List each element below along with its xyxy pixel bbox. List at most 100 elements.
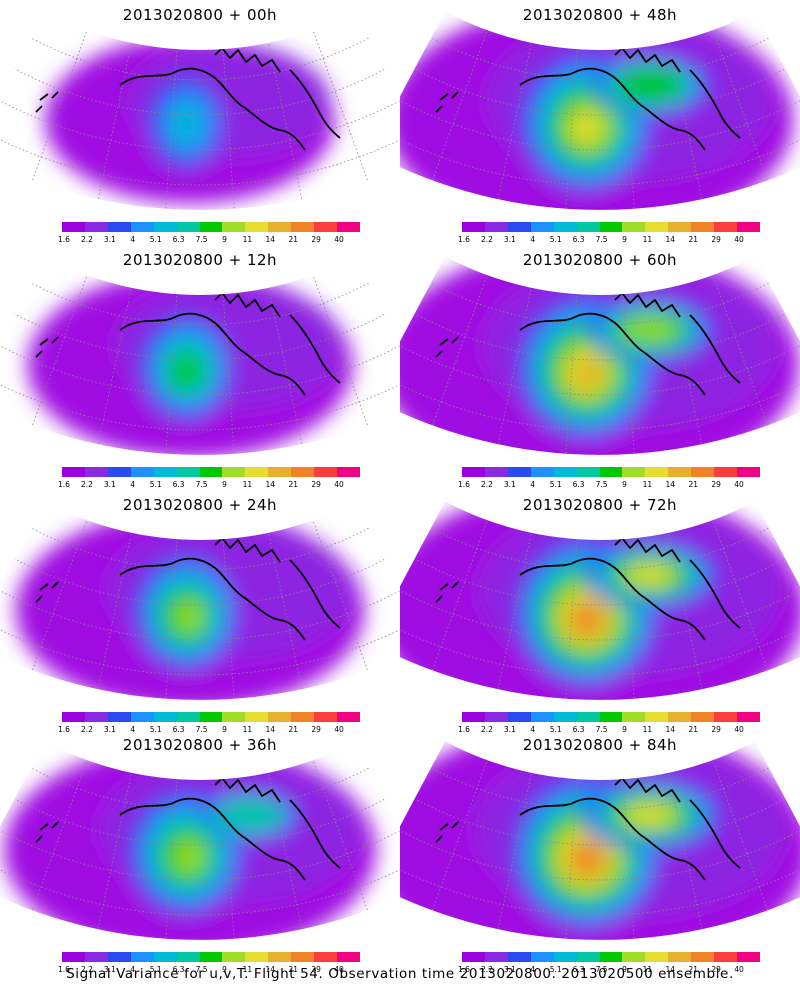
colorbar-tick-label: 7.5 xyxy=(595,480,608,489)
colorbar-segment xyxy=(737,712,760,722)
graticule xyxy=(400,265,800,455)
colorbar-tick-label: 29 xyxy=(311,235,321,244)
colorbar-segment xyxy=(668,222,692,232)
variance-field xyxy=(400,741,800,940)
graticule xyxy=(400,20,800,210)
figure-caption: Signal Variance for u,v,T. Flight 54. Ob… xyxy=(66,966,734,982)
map-plot xyxy=(0,11,400,210)
colorbar-segment xyxy=(314,712,338,722)
colorbar-segment xyxy=(176,952,200,962)
panel-title: 2013020800 + 60h xyxy=(522,251,678,269)
colorbar-labels: 1.6 2.2 3.1 4 5.1 6.3 7.5 9 11 14 21 29 40 xyxy=(458,480,760,490)
colorbar-segment xyxy=(714,952,738,962)
coastlines xyxy=(435,777,741,881)
colorbar-segment xyxy=(107,222,131,232)
colorbar-tick-label: 21 xyxy=(288,965,298,974)
colorbar-segment xyxy=(62,222,85,232)
colorbar-tick-label: 7.5 xyxy=(195,235,208,244)
colorbar-tick-label: 6.3 xyxy=(572,480,585,489)
colorbar-segment xyxy=(84,222,108,232)
colorbar-segment xyxy=(530,952,554,962)
colorbar-segment xyxy=(599,712,623,722)
colorbar-tick-label: 40 xyxy=(734,965,744,974)
graticule xyxy=(0,750,400,940)
colorbar-segment xyxy=(84,952,108,962)
colorbar-tick-label: 6.3 xyxy=(572,725,585,734)
colorbar xyxy=(462,712,760,722)
colorbar-segment xyxy=(553,467,577,477)
colorbar-segment xyxy=(337,952,360,962)
colorbar-segment xyxy=(691,712,715,722)
panel-title: 2013020800 + 24h xyxy=(122,496,278,514)
panel-title: 2013020800 + 72h xyxy=(522,496,678,514)
colorbar-segment xyxy=(484,712,508,722)
colorbar-segment xyxy=(462,467,485,477)
colorbar-tick-label: 3.1 xyxy=(103,480,116,489)
panel-title: 2013020800 + 12h xyxy=(122,251,278,269)
colorbar xyxy=(462,952,760,962)
colorbar-tick-label: 11 xyxy=(242,965,253,974)
colorbar-segment xyxy=(622,467,646,477)
graticule xyxy=(400,750,800,940)
colorbar-tick-label: 5.1 xyxy=(549,235,562,244)
coastlines xyxy=(35,292,341,396)
colorbar-tick-label: 9 xyxy=(222,965,227,974)
colorbar-labels: 1.6 2.2 3.1 4 5.1 6.3 7.5 9 11 14 21 29 40 xyxy=(58,235,360,245)
map-plot xyxy=(0,256,400,455)
colorbar-tick-label: 4 xyxy=(530,235,536,244)
map-plot xyxy=(400,501,800,700)
colorbar-segment xyxy=(714,467,738,477)
colorbar-segment xyxy=(291,222,315,232)
colorbar-tick-label: 3.1 xyxy=(503,235,516,244)
colorbar-labels: 1.6 2.2 3.1 4 5.1 6.3 7.5 9 11 14 21 29 40 xyxy=(458,965,760,975)
colorbar-segment xyxy=(153,712,177,722)
colorbar-tick-label: 2.2 xyxy=(80,725,93,734)
graticule xyxy=(0,20,400,210)
colorbar xyxy=(62,222,360,232)
colorbar-segment xyxy=(153,222,177,232)
colorbar-tick-label: 7.5 xyxy=(195,480,208,489)
colorbar-segment xyxy=(268,467,292,477)
colorbar-tick-label: 1.6 xyxy=(458,480,470,489)
colorbar-segment xyxy=(576,467,600,477)
colorbar-tick-label: 40 xyxy=(334,965,344,974)
colorbar xyxy=(462,222,760,232)
colorbar-tick-label: 40 xyxy=(334,235,344,244)
colorbar-tick-label: 21 xyxy=(288,725,298,734)
colorbar-segment xyxy=(222,712,246,722)
colorbar-tick-label: 11 xyxy=(242,725,253,734)
colorbar-segment xyxy=(462,712,485,722)
colorbar-labels: 1.6 2.2 3.1 4 5.1 6.3 7.5 9 11 14 21 29 40 xyxy=(58,725,360,735)
colorbar-tick-label: 14 xyxy=(665,965,676,974)
colorbar-segment xyxy=(691,952,715,962)
colorbar-tick-label: 3.1 xyxy=(503,965,516,974)
colorbar-segment xyxy=(176,712,200,722)
panel-title: 2013020800 + 84h xyxy=(522,736,678,754)
variance-field xyxy=(27,271,353,455)
coastlines xyxy=(435,292,741,396)
colorbar-segment xyxy=(176,467,200,477)
colorbar-segment xyxy=(107,467,131,477)
colorbar-tick-label: 2.2 xyxy=(80,965,93,974)
colorbar-tick-label: 1.6 xyxy=(458,235,470,244)
colorbar-tick-label: 4 xyxy=(130,725,136,734)
colorbar-segment xyxy=(530,467,554,477)
colorbar-tick-label: 29 xyxy=(711,235,721,244)
coastlines xyxy=(435,537,741,641)
colorbar-segment xyxy=(314,952,338,962)
colorbar-segment xyxy=(507,222,531,232)
colorbar-segment xyxy=(622,712,646,722)
colorbar-segment xyxy=(668,712,692,722)
colorbar-tick-label: 40 xyxy=(334,725,344,734)
colorbar-tick-label: 29 xyxy=(711,965,721,974)
colorbar-tick-label: 21 xyxy=(688,235,698,244)
colorbar-tick-label: 4 xyxy=(530,965,536,974)
colorbar-segment xyxy=(62,952,85,962)
colorbar-segment xyxy=(153,952,177,962)
coastlines xyxy=(35,777,341,881)
colorbar-tick-label: 40 xyxy=(734,725,744,734)
panel-title: 2013020800 + 36h xyxy=(122,736,278,754)
colorbar-segment xyxy=(314,467,338,477)
variance-field xyxy=(400,256,800,455)
colorbar-tick-label: 5.1 xyxy=(149,480,162,489)
